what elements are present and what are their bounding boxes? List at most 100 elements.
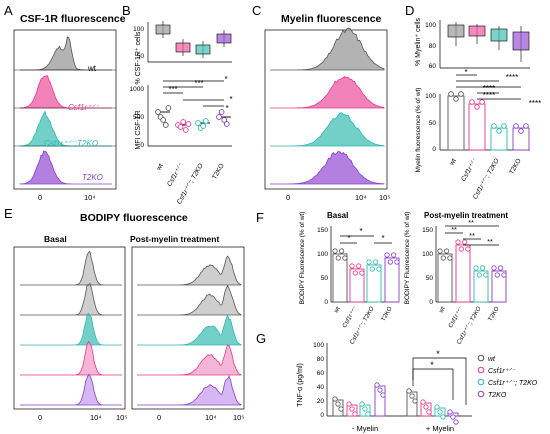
panel-e-sub-post: Post-myelin treatment [130,234,219,244]
panel-d-xlabel-het: Csf1r⁺ᐟ⁻ [460,157,479,183]
panel-g-point-het [346,401,352,407]
panel-f-point-het [465,246,471,252]
panel-f-ytick-50-left: 50 [321,275,329,282]
panel-f-xlabel-het-right: Csf1r⁺ᐟ⁻ [447,305,465,329]
panel-f-bar-wt [332,253,348,303]
legend-marker-het-t2ko [477,378,485,386]
panel-g-ytick-20: 20 [317,398,325,405]
panel-f-sig-left-1: * [359,227,362,236]
panel-d-box-wt [447,24,465,38]
panel-c-tick-1e5: 10⁵ [379,193,390,202]
panel-b-sig-5: * [225,104,228,113]
panel-e-frame-basal [13,246,126,410]
panel-d-ytick-100: 100 [425,93,436,100]
panel-e-tick-0-basal: 0 [38,413,42,422]
panel-g-point-het-t2ko [365,411,371,417]
panel-d-sig-5: **** [529,99,541,108]
panel-d-point-wt [448,91,454,97]
panel-f-sub-post: Post-myelin treatment [424,211,508,220]
panel-b-ytick-top-50: 50 [137,53,145,60]
panel-d-point-het [469,99,475,105]
panel-e-basal-histogram [20,373,122,406]
panel-letter-f: F [256,210,264,225]
panel-g-point-het-t2ko [434,404,440,410]
panel-b-point-het [180,119,187,125]
panel-f-point-het [458,246,464,252]
panel-d-point-het [479,99,485,105]
panel-b-xlabel-wt: wt [155,162,165,172]
panel-e-histograms-basal [20,250,122,406]
panel-e-basal-histogram [20,340,122,376]
panel-e-frame-post [131,246,245,410]
panel-b-points [147,85,232,147]
panel-e-post-histogram [137,344,242,376]
panel-d-bar-wt [447,95,465,151]
panel-f-point-het [349,263,355,269]
panel-f-point-t2ko [494,272,500,278]
panel-g-point-t2ko [380,392,386,398]
panel-f-point-het [355,263,362,269]
panel-d-point-t2ko [523,123,529,129]
legend-marker-t2ko [477,390,485,398]
panel-f-bar-het-t2ko [366,264,382,303]
panel-e-title: BODIPY fluorescence [80,212,188,224]
legend-label-het: Csf1r⁺ᐟ⁻ [488,368,516,375]
panel-d-box-het-t2ko [490,28,508,42]
panel-a-label-wt: wt [87,64,97,73]
panel-a-histogram-wt [20,36,112,71]
panel-f-point-t2ko [491,265,497,271]
panel-d-bar-het [468,103,486,151]
panel-f-point-het-t2ko [476,272,482,278]
panel-f-point-het-t2ko [366,259,372,265]
panel-b-sig-4: * [229,95,232,104]
panel-letter-a: A [4,3,13,18]
legend-marker-wt [477,354,485,362]
panel-d-sig-1: * [464,68,467,77]
panel-d-sig-4: **** [483,91,495,100]
panel-e-tick-1e5-post: 10⁵ [233,413,244,422]
panel-d-boxplots [439,20,530,69]
panel-letter-g: G [256,331,266,346]
panel-f-point-wt [338,248,345,254]
panel-a-label-het: Csf1r⁺ᐟ⁻ [68,103,100,112]
panel-b-ylabel-top: % CSF-1R⁺ cells [135,31,142,85]
panel-g-point-t2ko [377,387,383,393]
panel-f-point-het-t2ko [369,266,375,272]
panel-b-ytick-1000: 1000 [130,86,145,93]
panel-g-point-het-t2ko [362,406,368,412]
panel-g-ylabel: TNF-α (pg/ml) [297,363,304,407]
panel-f-sub-basal: Basal [327,211,348,220]
panel-f-point-het-t2ko [473,265,479,271]
panel-b-point-wt [155,109,161,115]
panel-d-ylabel-top: % Myelin⁺ cells [415,17,422,66]
panel-c-tick-1e4: 10⁴ [355,193,367,202]
panel-b-point-t2ko [221,117,228,123]
panel-d-ytick-top-80: 80 [429,43,437,50]
panel-d-point-t2ko [513,123,519,129]
panel-g-ytick-40: 40 [317,384,325,391]
panel-b-sig-1: *** [168,85,177,94]
panel-b-point-t2ko [216,114,222,120]
panel-d-point-wt [453,96,459,102]
panel-b-sig-3: * [224,75,227,84]
panel-g-point-het [420,399,426,405]
panel-f-ytick-100-right: 100 [422,251,433,258]
panel-f-sig-right-4: ** [487,237,493,246]
panel-f-sig-left-3: * [381,234,384,243]
panel-g-point-het [349,406,355,412]
panel-b-box-het [175,42,191,53]
panel-f-significance [340,225,499,246]
panel-f-point-t2ko [384,252,390,258]
panel-d-box-het [468,25,486,37]
panel-b-xlabel-het: Csf1r⁺ᐟ⁻ [166,162,185,188]
panel-f-point-het-t2ko [376,266,382,272]
panel-b-point-t2ko [223,121,230,127]
panel-b-point-het [182,127,189,133]
panel-e-post-histogram [137,314,242,346]
panel-b-boxplots [147,21,232,63]
panel-b-box-t2ko [216,33,232,44]
panel-letter-d: D [405,3,414,18]
panel-f-bar-het [349,268,365,303]
